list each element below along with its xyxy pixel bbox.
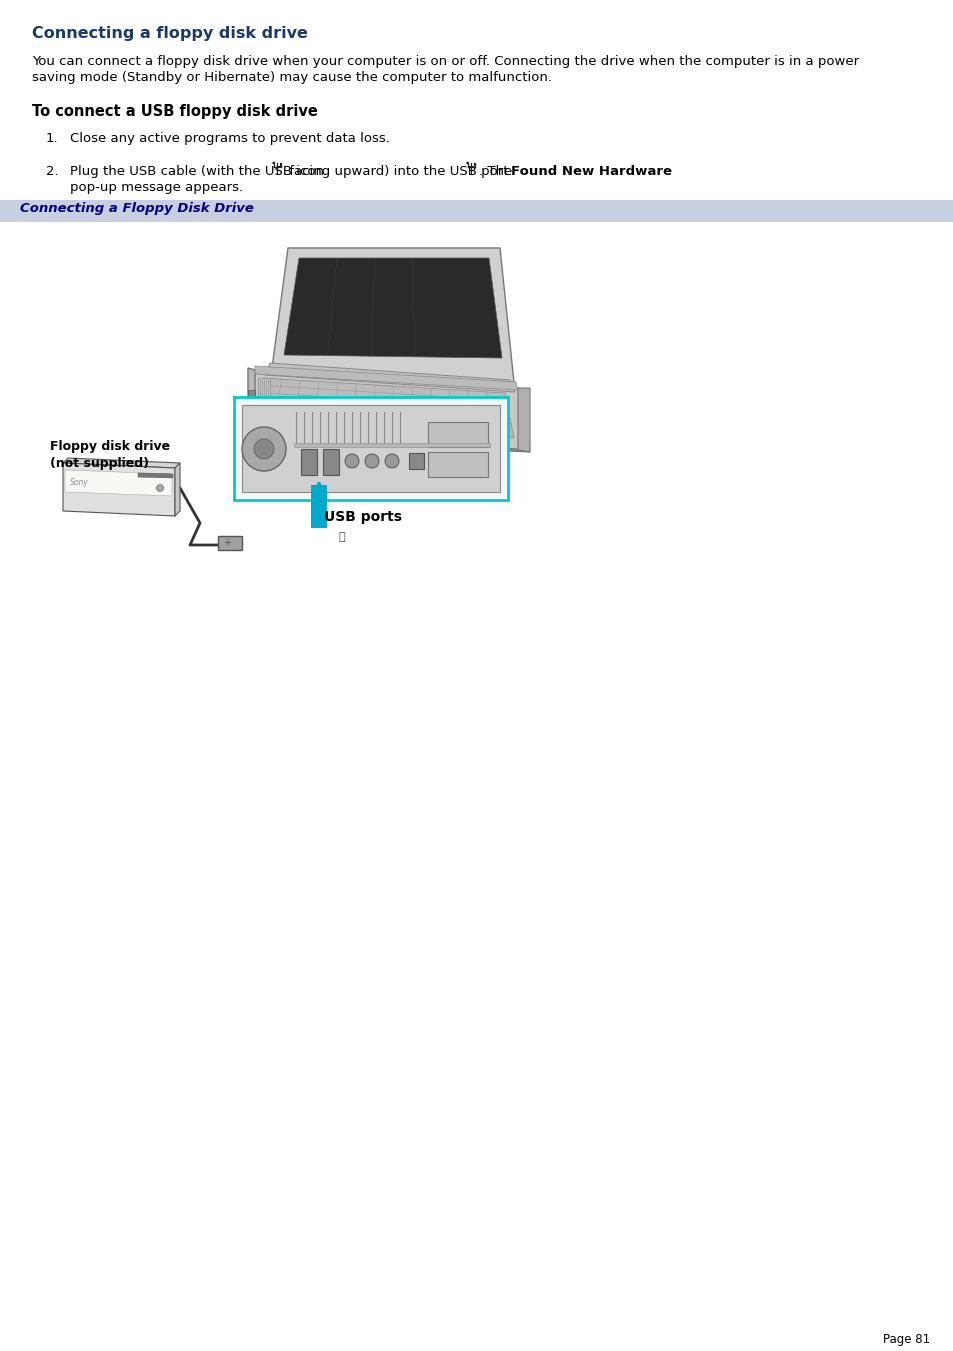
- Circle shape: [345, 454, 358, 467]
- Text: 1.: 1.: [46, 132, 58, 145]
- FancyBboxPatch shape: [0, 200, 953, 222]
- Circle shape: [365, 454, 378, 467]
- Polygon shape: [517, 388, 530, 453]
- Text: Plug the USB cable (with the USB icon: Plug the USB cable (with the USB icon: [70, 165, 328, 178]
- Polygon shape: [218, 536, 242, 550]
- Text: Sony: Sony: [70, 478, 89, 486]
- Circle shape: [385, 454, 398, 467]
- Polygon shape: [257, 378, 270, 420]
- Text: Connecting a floppy disk drive: Connecting a floppy disk drive: [32, 26, 308, 41]
- Polygon shape: [409, 453, 423, 469]
- Polygon shape: [428, 422, 488, 447]
- Polygon shape: [242, 405, 499, 492]
- Polygon shape: [265, 363, 515, 392]
- Polygon shape: [65, 470, 172, 496]
- Text: Found New Hardware: Found New Hardware: [511, 165, 672, 178]
- Polygon shape: [254, 378, 514, 438]
- Polygon shape: [174, 463, 180, 516]
- Polygon shape: [248, 367, 254, 440]
- Text: 2.: 2.: [46, 165, 58, 178]
- Text: Close any active programs to prevent data loss.: Close any active programs to prevent dat…: [70, 132, 390, 145]
- Polygon shape: [417, 417, 472, 435]
- Polygon shape: [323, 449, 338, 476]
- Polygon shape: [254, 366, 517, 390]
- Polygon shape: [284, 258, 501, 358]
- Text: saving mode (Standby or Hibernate) may cause the computer to malfunction.: saving mode (Standby or Hibernate) may c…: [32, 72, 552, 84]
- Text: USB ports: USB ports: [324, 509, 401, 524]
- Circle shape: [156, 485, 163, 492]
- FancyBboxPatch shape: [280, 163, 281, 166]
- Text: +: +: [223, 538, 231, 549]
- Text: Page 81: Page 81: [882, 1333, 929, 1346]
- Text: pop-up message appears.: pop-up message appears.: [70, 181, 243, 195]
- Text: Connecting a Floppy Disk Drive: Connecting a Floppy Disk Drive: [20, 203, 253, 215]
- FancyBboxPatch shape: [474, 163, 476, 166]
- Text: ⾠: ⾠: [338, 532, 345, 542]
- Polygon shape: [294, 443, 490, 447]
- Polygon shape: [248, 432, 530, 453]
- Circle shape: [253, 439, 274, 459]
- Polygon shape: [248, 370, 530, 450]
- Text: You can connect a floppy disk drive when your computer is on or off. Connecting : You can connect a floppy disk drive when…: [32, 55, 859, 68]
- Polygon shape: [138, 473, 172, 478]
- Polygon shape: [301, 449, 316, 476]
- Text: . The: . The: [478, 165, 517, 178]
- FancyBboxPatch shape: [311, 485, 327, 528]
- FancyBboxPatch shape: [233, 397, 507, 500]
- Polygon shape: [248, 390, 254, 403]
- Polygon shape: [272, 249, 515, 392]
- Text: facing upward) into the USB port: facing upward) into the USB port: [285, 165, 513, 178]
- Circle shape: [466, 162, 469, 165]
- Text: To connect a USB floppy disk drive: To connect a USB floppy disk drive: [32, 104, 317, 119]
- Text: Floppy disk drive
(not supplied): Floppy disk drive (not supplied): [50, 440, 170, 470]
- Circle shape: [272, 162, 274, 165]
- Polygon shape: [63, 458, 180, 467]
- Polygon shape: [63, 463, 174, 516]
- Polygon shape: [248, 407, 254, 417]
- Polygon shape: [428, 453, 488, 477]
- Circle shape: [242, 427, 286, 471]
